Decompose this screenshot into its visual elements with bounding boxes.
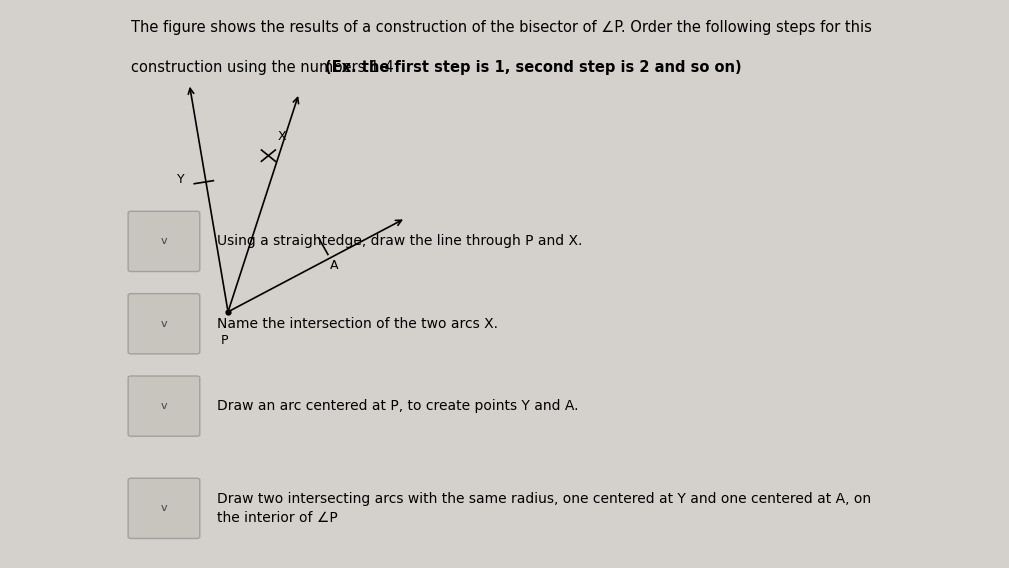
FancyBboxPatch shape <box>128 376 200 436</box>
Text: Using a straightedge, draw the line through P and X.: Using a straightedge, draw the line thro… <box>217 235 582 248</box>
Text: Draw an arc centered at P, to create points Y and A.: Draw an arc centered at P, to create poi… <box>217 399 578 413</box>
Text: Name the intersection of the two arcs X.: Name the intersection of the two arcs X. <box>217 317 497 331</box>
Text: A: A <box>330 258 338 272</box>
FancyBboxPatch shape <box>128 294 200 354</box>
Text: Y: Y <box>177 173 185 186</box>
Text: (Ex. the first step is 1, second step is 2 and so on): (Ex. the first step is 1, second step is… <box>325 60 742 74</box>
FancyBboxPatch shape <box>128 478 200 538</box>
Text: v: v <box>160 319 167 329</box>
Text: X: X <box>278 130 287 143</box>
Text: v: v <box>160 503 167 513</box>
Text: The figure shows the results of a construction of the bisector of ∠P. Order the : The figure shows the results of a constr… <box>131 20 872 35</box>
FancyBboxPatch shape <box>128 211 200 272</box>
Text: v: v <box>160 236 167 247</box>
Text: v: v <box>160 401 167 411</box>
Text: P: P <box>221 333 229 346</box>
Text: construction using the numbers 1-4: construction using the numbers 1-4 <box>131 60 399 74</box>
Text: Draw two intersecting arcs with the same radius, one centered at Y and one cente: Draw two intersecting arcs with the same… <box>217 492 871 525</box>
